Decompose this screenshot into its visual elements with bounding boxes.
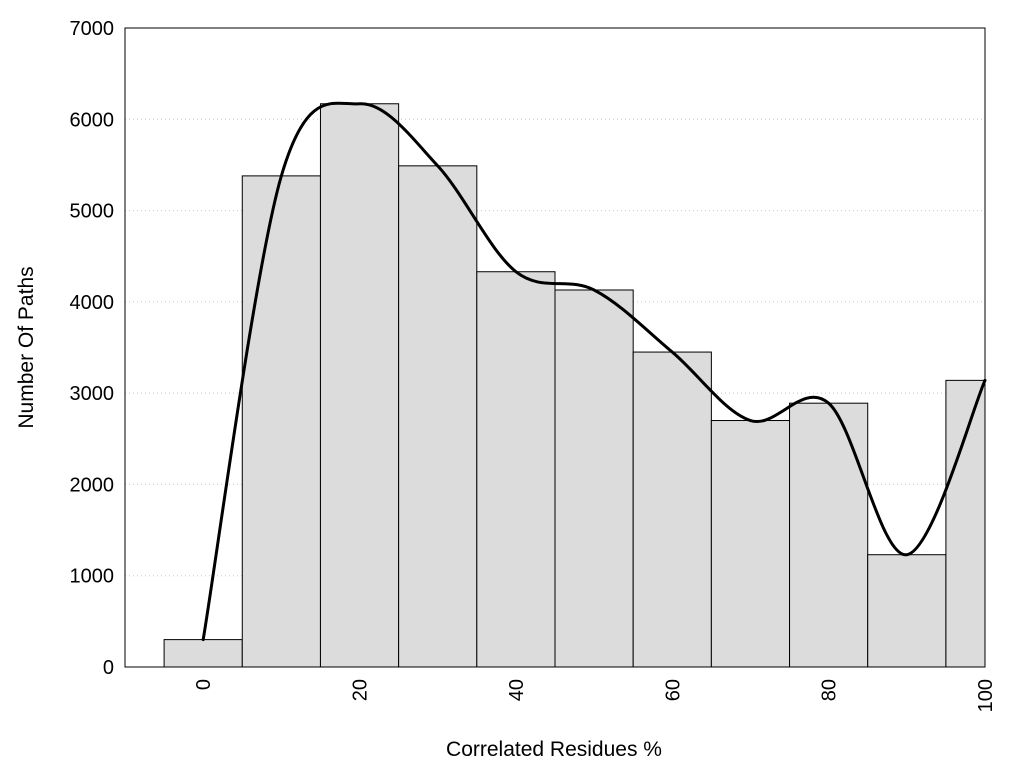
histogram-bar: [789, 402, 869, 668]
trend-line-group: [201, 101, 987, 642]
bars: [163, 103, 986, 668]
y-tick-label: 7000: [70, 18, 115, 40]
x-tick-label: 100: [975, 679, 997, 712]
x-tick-label: 0: [193, 679, 215, 690]
histogram-bar: [632, 351, 712, 668]
histogram-bar: [554, 289, 634, 668]
histogram-bar: [163, 639, 243, 668]
x-tick-label: 40: [506, 679, 528, 701]
y-axis: 0 1000 2000 3000 4000 5000 6000 7000: [70, 18, 115, 679]
histogram-bar: [241, 175, 321, 668]
histogram-bar: [319, 103, 400, 668]
y-tick-label: 2000: [70, 474, 115, 496]
y-tick-label: 0: [103, 657, 114, 679]
y-tick-label: 1000: [70, 566, 115, 588]
histogram-bar: [710, 420, 791, 668]
y-tick-label: 6000: [70, 109, 115, 131]
y-tick-label: 4000: [70, 292, 115, 314]
histogram-bar: [398, 165, 478, 668]
x-tick-label: 20: [350, 679, 372, 701]
plot-frame: [124, 27, 986, 668]
x-tick-label: 80: [819, 679, 841, 701]
histogram-bar: [476, 271, 556, 668]
x-axis-title: Correlated Residues %: [446, 738, 662, 761]
y-tick-label: 3000: [70, 383, 115, 405]
x-tick-label: 60: [662, 679, 684, 701]
trend-line: [201, 101, 987, 642]
histogram-bar: [867, 554, 947, 668]
histogram-bar: [945, 379, 986, 668]
y-tick-label: 5000: [70, 201, 115, 223]
y-axis-title: Number Of Paths: [15, 266, 38, 428]
x-axis: 0 20 40 60 80 100: [193, 679, 997, 712]
